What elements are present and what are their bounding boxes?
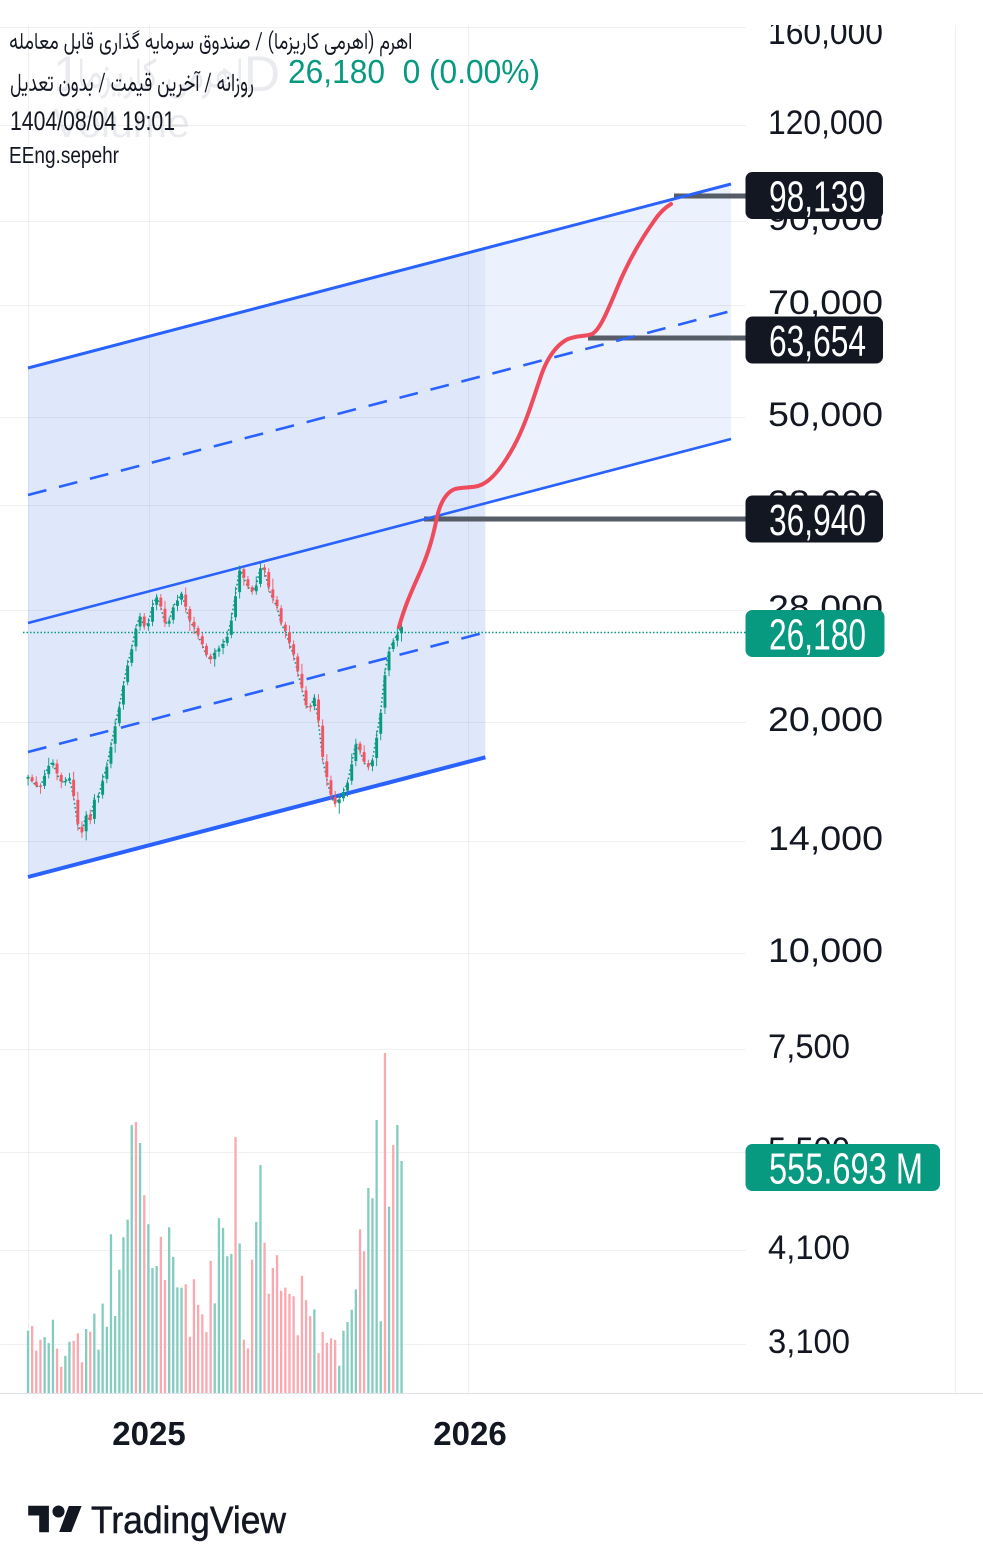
- svg-text:1404/08/04 19:01: 1404/08/04 19:01: [10, 106, 175, 136]
- svg-text:70,000: 70,000: [768, 284, 883, 322]
- svg-text:63,654: 63,654: [769, 317, 866, 366]
- svg-text:10,000: 10,000: [768, 932, 883, 970]
- svg-text:7,500: 7,500: [768, 1028, 850, 1066]
- svg-text:4,100: 4,100: [768, 1229, 850, 1267]
- svg-text:26,180 0 (0.00%): 26,180 0 (0.00%): [288, 53, 540, 90]
- svg-text:14,000: 14,000: [768, 820, 883, 858]
- svg-text:Volume: Volume: [53, 100, 190, 146]
- svg-text:TradingView: TradingView: [91, 1500, 287, 1542]
- svg-text:2026: 2026: [433, 1415, 506, 1452]
- svg-text:98,139: 98,139: [769, 173, 866, 222]
- svg-text:26,180: 26,180: [769, 611, 866, 660]
- svg-text:120,000: 120,000: [768, 104, 883, 142]
- svg-text:EEng.sepehr: EEng.sepehr: [9, 142, 119, 168]
- svg-text:20,000: 20,000: [768, 701, 883, 739]
- svg-text:36,940: 36,940: [769, 496, 866, 545]
- svg-text:555.693 M: 555.693 M: [769, 1145, 923, 1194]
- svg-text:D: D: [244, 46, 280, 102]
- svg-text:2025: 2025: [112, 1415, 185, 1452]
- svg-text:50,000: 50,000: [768, 396, 883, 434]
- svg-text:3,100: 3,100: [768, 1323, 850, 1361]
